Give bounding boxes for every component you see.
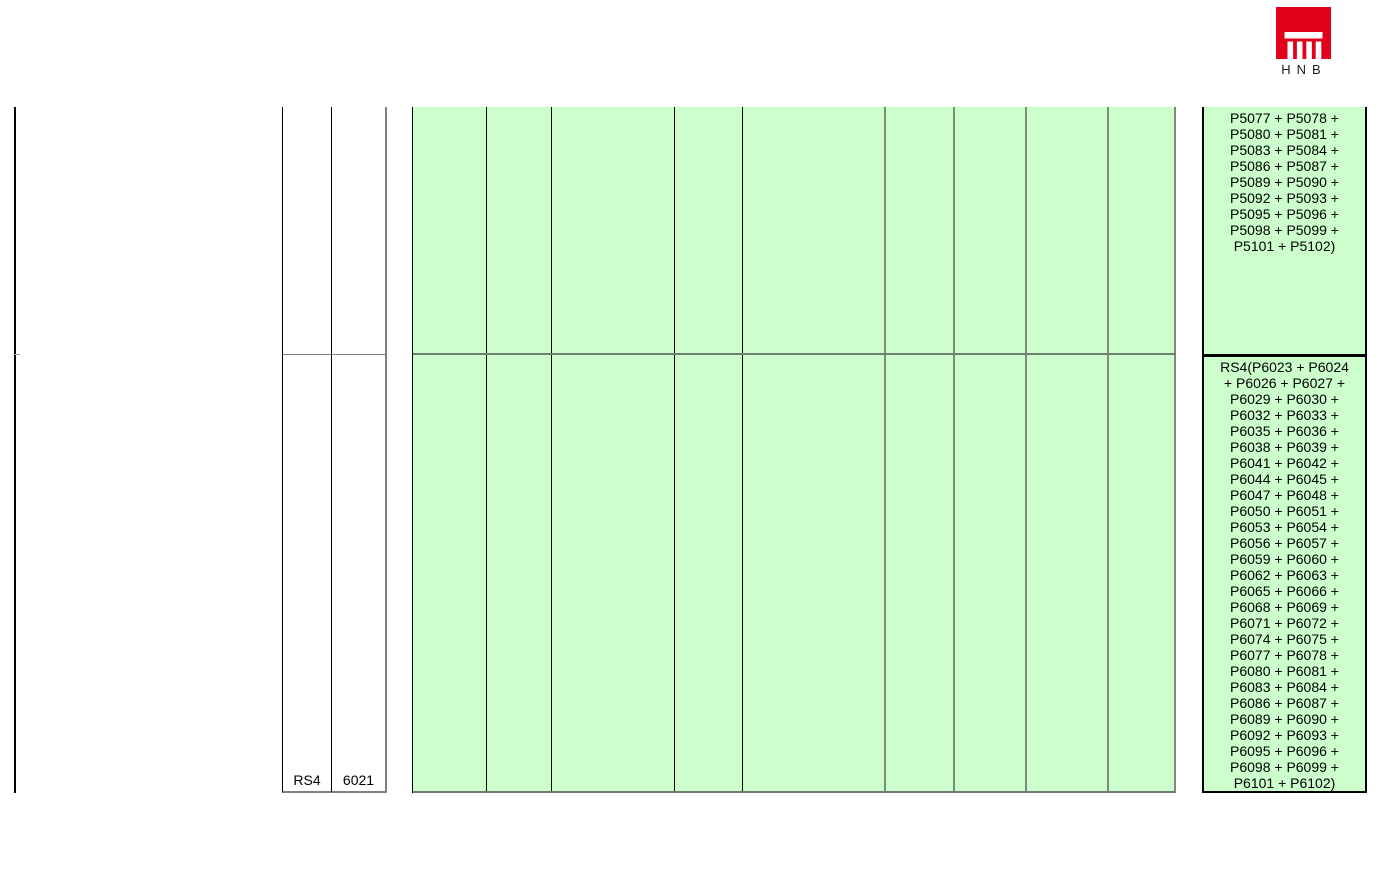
description-cell <box>14 107 282 793</box>
green-cell <box>675 355 743 791</box>
green-cell <box>955 107 1027 353</box>
item-number-cell-row2: 6021 <box>332 355 387 793</box>
green-cell <box>413 107 487 353</box>
code-cell-row2: RS4 <box>282 355 332 793</box>
formula-cell-row2: RS4(P6023 + P6024 + P6026 + P6027 + P602… <box>1202 355 1367 793</box>
green-cell <box>1109 355 1176 791</box>
item-number-cell-row1 <box>332 107 387 355</box>
green-cell <box>886 355 955 791</box>
green-cell <box>487 107 552 353</box>
item-number-label: 6021 <box>342 772 375 788</box>
green-cell <box>552 107 675 353</box>
bank-building-columns-icon <box>1276 7 1331 59</box>
green-cell <box>955 355 1027 791</box>
green-data-grid <box>412 107 1176 793</box>
green-cell <box>552 355 675 791</box>
hnb-logo <box>1276 7 1331 59</box>
green-cell <box>743 107 886 353</box>
row-divider-tick <box>14 354 20 355</box>
green-grid-row1 <box>413 107 1176 355</box>
green-cell <box>413 355 487 791</box>
code-cell-row1 <box>282 107 332 355</box>
hnb-logo-text: HNB <box>1281 62 1327 77</box>
green-cell <box>886 107 955 353</box>
code-label: RS4 <box>293 772 321 788</box>
formula-cell-row1: P5077 + P5078 + P5080 + P5081 + P5083 + … <box>1202 107 1367 355</box>
green-cell <box>675 107 743 353</box>
green-cell <box>487 355 552 791</box>
green-cell <box>1027 107 1109 353</box>
green-cell <box>1027 355 1109 791</box>
green-cell <box>743 355 886 791</box>
green-grid-row2 <box>413 355 1176 793</box>
green-cell <box>1109 107 1176 353</box>
